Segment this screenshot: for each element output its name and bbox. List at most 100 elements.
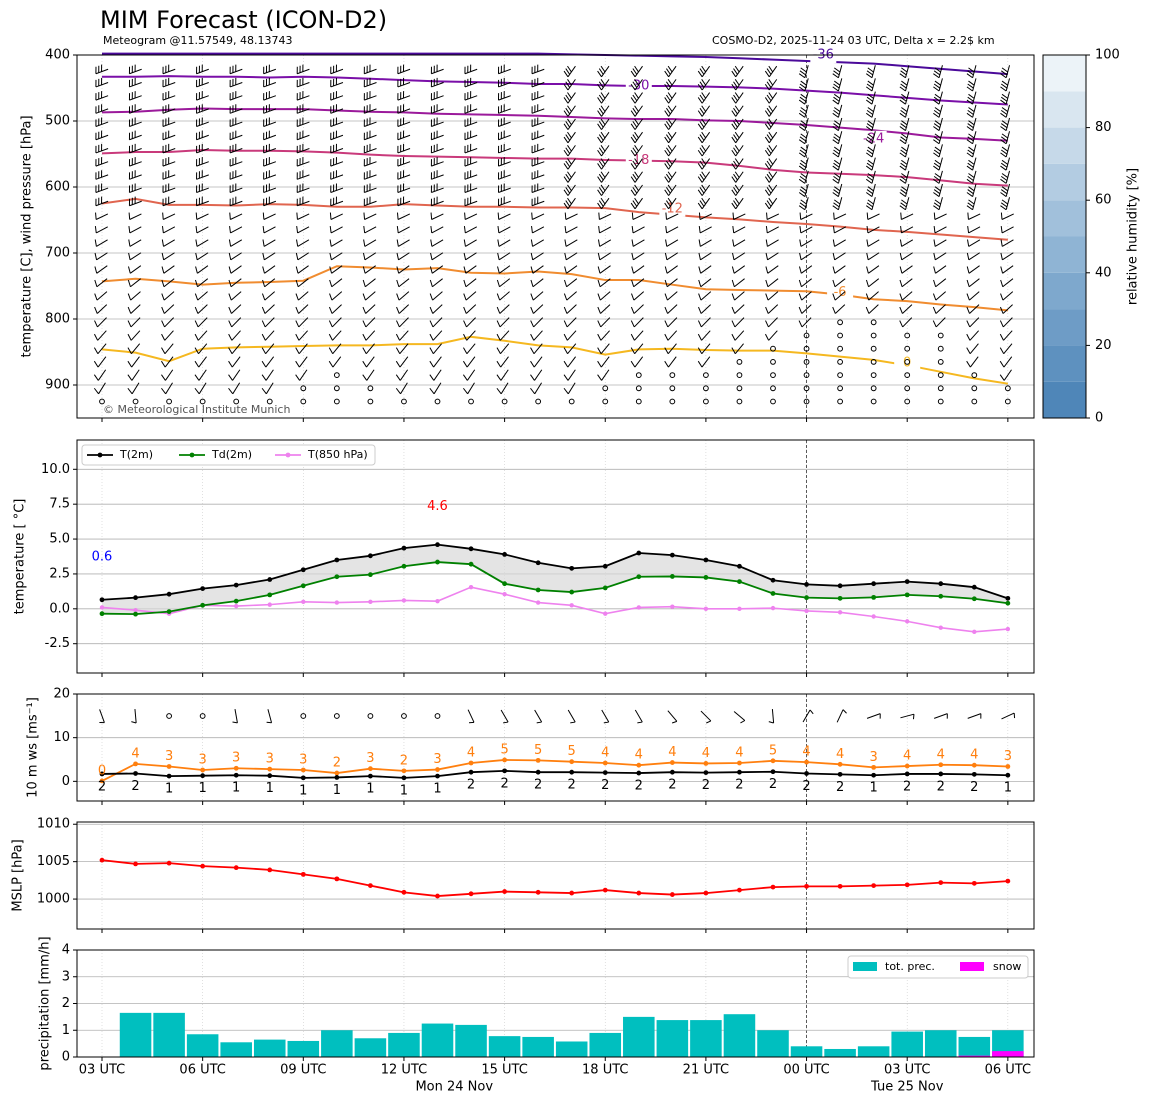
wind-barb-shaft — [1002, 239, 1014, 247]
wind-barb-flag — [665, 173, 671, 181]
colorbar-frame — [1042, 54, 1087, 419]
wind-barb-flag — [899, 139, 906, 145]
wind-barb-flag — [901, 146, 908, 152]
wind-barb-flag — [664, 70, 670, 78]
wind-barb — [531, 143, 545, 154]
wind-barb — [430, 64, 444, 75]
wind-barb-shaft — [265, 343, 275, 355]
wind-barb — [966, 197, 977, 211]
wind-barb-flag — [966, 293, 970, 301]
wind-barb-flag — [161, 333, 166, 341]
wind-barb — [764, 65, 778, 78]
data-point-mslp — [300, 871, 306, 877]
data-point-mslp — [401, 889, 407, 895]
data-point-t2m — [770, 577, 776, 583]
wind-barb-flag — [194, 293, 199, 301]
calm-wind-marker — [803, 398, 810, 405]
wind-barb — [496, 291, 510, 301]
data-point-gust — [1005, 764, 1011, 769]
wind-barb-flag — [362, 333, 367, 341]
wind-barb — [933, 144, 943, 158]
wind-barb — [330, 143, 344, 154]
wind-barb — [94, 225, 108, 234]
data-point-mslp — [368, 883, 373, 889]
y-tick-label: 2 — [62, 996, 70, 1011]
wind-barb — [161, 356, 174, 368]
data-point-mslp — [502, 889, 507, 894]
wind-barb-flag — [496, 293, 501, 301]
wind-barb-flag — [127, 266, 131, 274]
data-point-t2m — [602, 563, 608, 569]
calm-wind-marker — [870, 385, 877, 392]
wind-barb-shaft — [800, 252, 813, 261]
wind-barb — [497, 64, 511, 75]
wind-barb-flag — [966, 205, 973, 211]
wind-barb-flag — [228, 333, 233, 341]
wind-barb — [263, 170, 277, 180]
wind-barb-flag — [701, 92, 707, 99]
wind-barb-flag — [764, 136, 770, 144]
wind-barb-flag — [764, 123, 770, 130]
wind-barb-flag — [362, 347, 367, 354]
wind-barb-flag — [531, 225, 533, 234]
wind-barb — [731, 131, 744, 144]
wind-barb — [261, 356, 275, 368]
wind-barb-flag — [464, 212, 466, 220]
wind-barb-shaft — [431, 252, 444, 261]
wind-barb-shaft — [969, 304, 980, 314]
wind-barb-flag — [598, 107, 604, 115]
wind-barb — [630, 118, 643, 130]
wind-barb — [698, 278, 712, 288]
wind-barb — [798, 317, 812, 328]
calm-wind-marker — [669, 398, 676, 405]
wind-barb — [966, 304, 980, 314]
wind-barb-shaft — [197, 330, 208, 341]
data-point-mean-wind — [368, 773, 373, 779]
wind-barb-flag — [768, 197, 774, 205]
wind-barb-shaft — [397, 226, 410, 234]
wind-barb — [263, 130, 277, 141]
wind-barb-flag — [734, 79, 740, 86]
wind-barb — [228, 278, 242, 288]
wind-barb-flag — [733, 94, 738, 102]
wind-barb — [631, 252, 645, 261]
min-temp-annotation: 0.6 — [92, 549, 113, 564]
y-tick-label: 10 — [53, 730, 70, 745]
wind-barb-flag — [632, 160, 638, 168]
calm-wind-marker — [770, 385, 776, 392]
wind-barb-flag — [631, 279, 635, 287]
wind-barb-flag — [867, 159, 874, 165]
wind-barb-flag — [496, 279, 500, 287]
wind-barb — [664, 158, 677, 170]
wind-barb — [295, 265, 309, 274]
wind-barb-flag — [632, 187, 638, 194]
wind-barb — [966, 356, 979, 368]
wind-barb-flag — [865, 99, 873, 105]
wind-barb — [598, 212, 612, 220]
wind-barb — [832, 278, 846, 288]
wind-barb-shaft — [1003, 343, 1013, 355]
wind-barb — [497, 143, 511, 154]
wind-barb-shaft — [432, 304, 443, 314]
wind-barb — [295, 278, 309, 288]
wind-barb — [296, 130, 310, 141]
wind-barb — [731, 317, 745, 328]
wind-barb-flag — [933, 86, 940, 92]
y-axis-label: MSLP [hPa] — [11, 839, 26, 911]
wind-barb-flag — [865, 192, 873, 197]
calm-wind-marker — [837, 372, 843, 379]
precip-bar — [656, 1020, 689, 1057]
wind-barb-flag — [766, 134, 772, 141]
wind-barb — [497, 196, 511, 207]
wind-barb-flag — [701, 184, 707, 191]
wind-barb — [131, 708, 137, 724]
wind-barb — [228, 330, 241, 341]
wind-barb-flag — [463, 279, 467, 287]
wind-barb — [463, 225, 478, 234]
wind-barb — [296, 64, 310, 75]
wind-barb-shaft — [567, 709, 576, 723]
wind-barb — [631, 239, 645, 247]
wind-barb — [765, 278, 779, 288]
wind-barb-shaft — [400, 382, 408, 395]
wind-barb — [832, 91, 843, 105]
